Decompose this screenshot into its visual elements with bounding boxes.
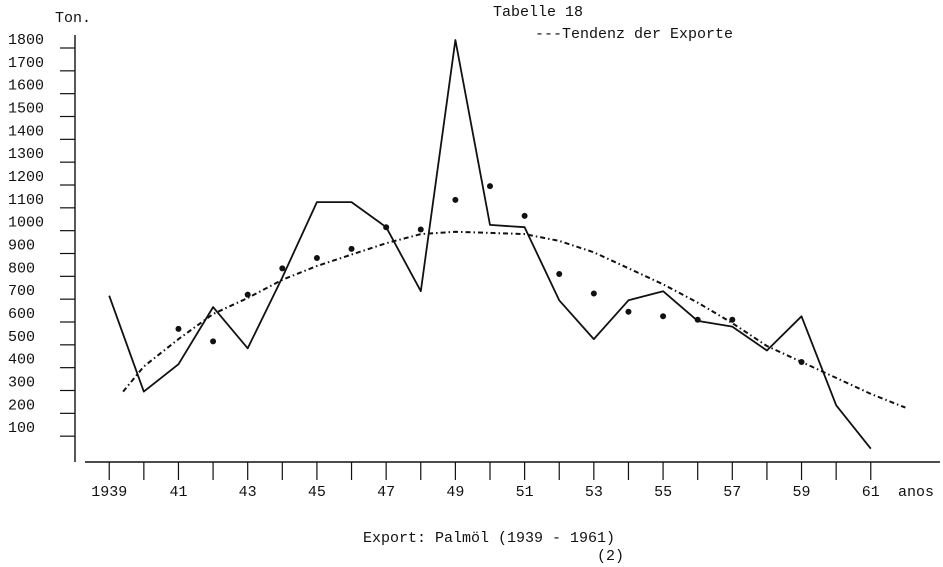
x-tick-label: 49 xyxy=(446,484,464,501)
y-tick-label: 400 xyxy=(8,352,35,369)
y-tick-label: 300 xyxy=(8,374,35,391)
caption: Export: Palmöl (1939 - 1961) xyxy=(363,530,615,547)
trend-line xyxy=(122,230,906,409)
data-dot xyxy=(210,338,217,345)
data-dot xyxy=(348,245,355,252)
y-tick-label: 1500 xyxy=(8,100,44,117)
x-tick-label: 41 xyxy=(169,484,187,501)
x-tick-label: 51 xyxy=(516,484,534,501)
y-tick-label: 700 xyxy=(8,283,35,300)
data-dot xyxy=(279,265,286,272)
data-dot xyxy=(452,196,459,203)
y-tick-label: 900 xyxy=(8,237,35,254)
data-dot xyxy=(175,325,182,332)
y-axis-label: Ton. xyxy=(55,10,91,27)
y-tick-label: 1300 xyxy=(8,146,44,163)
data-dot xyxy=(244,291,251,298)
x-tick-label: 47 xyxy=(377,484,395,501)
data-dot xyxy=(417,226,424,233)
y-tick-label: 1800 xyxy=(8,32,44,49)
y-tick-label: 1200 xyxy=(8,169,44,186)
x-tick-label: 61 xyxy=(862,484,880,501)
x-tick-label: 1939 xyxy=(91,484,127,501)
y-tick-label: 1700 xyxy=(8,55,44,72)
x-tick-label: 55 xyxy=(654,484,672,501)
data-dot xyxy=(383,224,390,231)
data-dot xyxy=(313,255,320,262)
data-dot xyxy=(590,290,597,297)
export-line xyxy=(108,39,872,450)
x-axis-label: anos xyxy=(898,484,934,501)
page-note: (2) xyxy=(597,548,624,565)
data-dot xyxy=(556,271,563,278)
y-tick-label: 600 xyxy=(8,306,35,323)
x-tick-label: 59 xyxy=(793,484,811,501)
y-tick-label: 1000 xyxy=(8,215,44,232)
y-tick-label: 100 xyxy=(8,420,35,437)
data-dot xyxy=(521,212,528,219)
data-dot xyxy=(694,316,701,323)
y-tick-label: 200 xyxy=(8,397,35,414)
chart-title: Tabelle 18 xyxy=(493,4,583,21)
x-tick-label: 45 xyxy=(308,484,326,501)
y-tick-label: 800 xyxy=(8,260,35,277)
data-dot xyxy=(660,313,667,320)
y-tick-label: 500 xyxy=(8,329,35,346)
data-dot xyxy=(487,183,493,190)
y-tick-label: 1100 xyxy=(8,192,44,209)
legend-entry: ---Tendenz der Exporte xyxy=(535,26,733,43)
data-dot xyxy=(625,308,632,315)
y-tick-label: 1600 xyxy=(8,78,44,95)
x-tick-label: 53 xyxy=(585,484,603,501)
y-tick-label: 1400 xyxy=(8,123,44,140)
x-tick-label: 43 xyxy=(239,484,257,501)
x-tick-label: 57 xyxy=(723,484,741,501)
